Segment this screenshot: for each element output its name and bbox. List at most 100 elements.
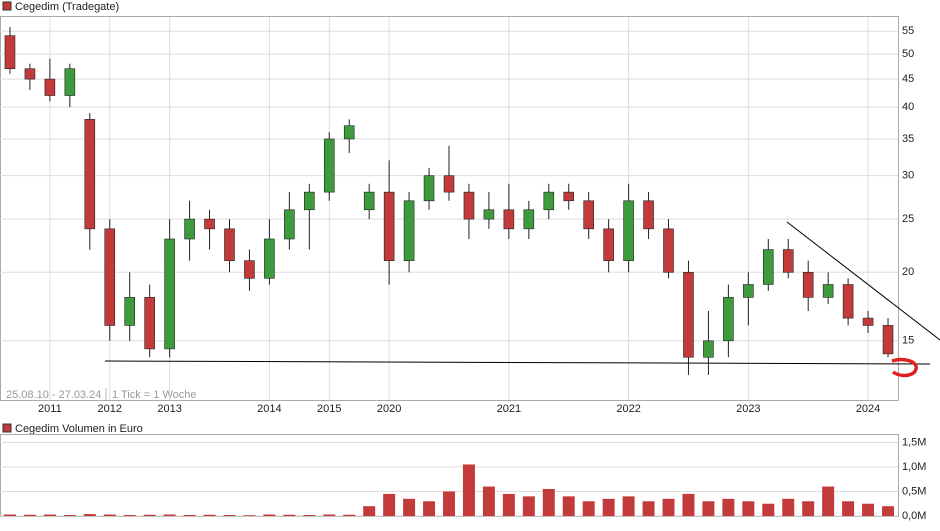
candle-body: [443, 175, 455, 193]
volume-bar: [23, 514, 36, 516]
x-tick-label: 2012: [98, 403, 122, 415]
volume-bar: [542, 489, 555, 516]
volume-bar: [263, 514, 276, 516]
y-tick-label: 0,0M: [902, 510, 926, 522]
candle-body: [363, 191, 375, 211]
y-tick-label: 40: [902, 101, 914, 113]
volume-bar: [642, 501, 655, 516]
candle-body: [802, 271, 814, 298]
candle-body: [822, 284, 834, 298]
volume-bar: [802, 501, 815, 516]
candle-body: [284, 209, 295, 240]
x-tick-label: 2021: [497, 403, 521, 415]
y-tick-label: 20: [902, 266, 914, 278]
candle-body: [503, 209, 515, 230]
volume-bar: [303, 515, 316, 516]
price-frame: [0, 16, 899, 401]
candle-body: [623, 200, 634, 261]
volume-bar: [582, 501, 595, 516]
volume-bar: [682, 493, 695, 516]
y-tick-label: 1,5M: [902, 436, 926, 448]
volume-bar: [702, 501, 715, 516]
volume-bar: [722, 498, 735, 516]
volume-bar: [383, 493, 396, 516]
volume-bar: [163, 514, 176, 516]
trend-line: [786, 221, 940, 341]
tick-label: 1 Tick = 1 Woche: [112, 389, 196, 401]
volume-bar: [462, 464, 475, 516]
candle-body: [882, 325, 894, 355]
y-tick-label: 15: [902, 335, 914, 347]
volume-bar: [423, 501, 436, 516]
volume-bar: [323, 514, 336, 516]
volume-bar: [183, 515, 196, 516]
volume-bar: [223, 515, 236, 516]
chart-title: Cegedim (Tradegate): [15, 1, 119, 13]
candle-body: [543, 191, 555, 211]
range-label: 25.08.10 - 27.03.24: [6, 389, 101, 401]
volume-bar: [482, 486, 495, 516]
candle-body: [323, 138, 335, 193]
volume-bar: [622, 496, 635, 516]
candle-body: [723, 297, 734, 342]
volume-bar: [403, 498, 416, 516]
legend-swatch: [2, 1, 12, 11]
candle-body: [204, 218, 215, 230]
candle-body: [842, 284, 854, 319]
volume-bar: [363, 506, 376, 516]
y-tick-label: 0,5M: [902, 485, 926, 497]
y-tick-label: 30: [902, 170, 914, 182]
x-tick-label: 2023: [736, 403, 760, 415]
x-tick-label: 2014: [257, 403, 281, 415]
candle-body: [703, 340, 714, 358]
candle-body: [343, 125, 355, 140]
candle-body: [603, 228, 614, 261]
candle-body: [383, 191, 395, 261]
volume-bar: [443, 491, 455, 516]
candle-body: [44, 78, 56, 96]
y-tick-label: 45: [902, 73, 914, 85]
highlight-circle: [891, 357, 918, 378]
candle-body: [523, 209, 535, 230]
y-tick-label: 35: [902, 133, 914, 145]
volume-bar: [143, 514, 156, 516]
volume-bar: [83, 514, 96, 516]
candle-body: [304, 191, 315, 211]
x-tick-label: 2015: [317, 403, 341, 415]
candle-body: [24, 68, 36, 80]
volume-bar: [123, 515, 136, 516]
volume-bar: [742, 501, 755, 516]
candle-body: [104, 228, 116, 326]
volume-bar: [662, 498, 675, 516]
volume-bar: [762, 503, 775, 516]
volume-bar: [43, 514, 56, 516]
candle-body: [743, 284, 754, 298]
candle-body: [244, 260, 255, 279]
x-tick-label: 2022: [616, 403, 640, 415]
volume-bar: [782, 498, 795, 516]
x-tick-label: 2024: [856, 403, 880, 415]
candle-body: [862, 317, 874, 326]
candle-body: [483, 209, 495, 220]
y-tick-label: 1,0M: [902, 461, 926, 473]
candle-body: [184, 218, 195, 240]
volume-bar: [822, 486, 835, 516]
volume-bar: [842, 501, 855, 516]
legend-swatch: [2, 423, 12, 433]
candle-body: [144, 297, 155, 350]
volume-bar: [562, 496, 575, 516]
candle-body: [643, 200, 654, 230]
x-tick-label: 2013: [157, 403, 181, 415]
candle-body: [84, 119, 96, 230]
candle-body: [403, 200, 415, 261]
candle-body: [4, 35, 16, 70]
volume-bar: [3, 514, 16, 516]
x-tick-label: 2011: [38, 403, 62, 415]
volume-bar: [63, 515, 76, 516]
volume-bar: [522, 496, 535, 516]
candle-body: [782, 249, 794, 273]
volume-bar: [103, 514, 116, 516]
candle-body: [224, 228, 235, 261]
